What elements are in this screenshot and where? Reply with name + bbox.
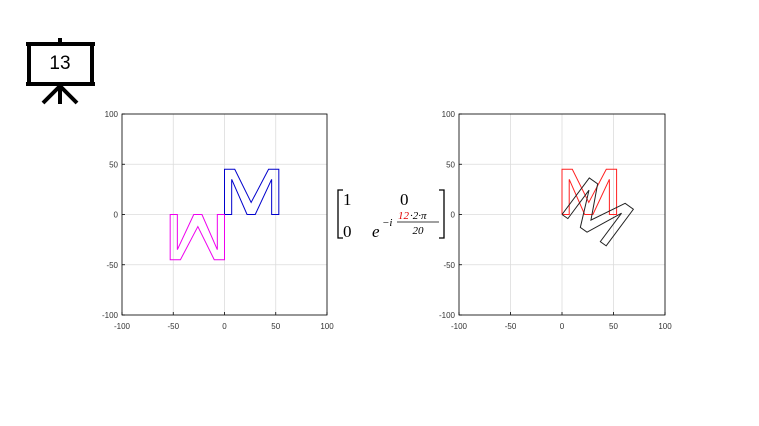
data-line: [224, 168, 280, 215]
plot-frame: [458, 113, 666, 316]
matrix: 1 0 0 e −i 12 ·2·π 20: [337, 189, 445, 241]
x-tick-label: 100: [320, 322, 334, 331]
matrix-cell: 0: [400, 190, 409, 209]
y-tick-label: -50: [443, 261, 455, 270]
x-tick-label: -100: [114, 322, 131, 331]
y-tick-label: 50: [446, 160, 455, 169]
data-line: [561, 177, 635, 247]
exponent-denominator: 20: [413, 225, 425, 237]
matrix-cell: e: [372, 222, 380, 241]
matrix-cell: 0: [343, 222, 352, 241]
y-tick-label: -100: [102, 311, 119, 320]
x-tick-label: 50: [609, 322, 618, 331]
plot-frame: [121, 113, 328, 316]
slide-icon: [26, 38, 95, 105]
y-tick-label: 0: [451, 211, 456, 220]
x-tick-label: -50: [167, 322, 179, 331]
exponent-numerator: ·2·π: [410, 210, 427, 222]
x-tick-label: 100: [658, 322, 672, 331]
y-tick-label: 0: [114, 211, 119, 220]
y-tick-label: 50: [109, 160, 118, 169]
exponent-highlight: 12: [398, 210, 410, 222]
x-tick-label: 50: [271, 322, 280, 331]
x-tick-label: -50: [505, 322, 517, 331]
matrix-cell: 1: [343, 190, 352, 209]
data-line: [561, 168, 618, 215]
y-tick-label: 100: [442, 110, 456, 119]
exponent-prefix: −i: [382, 217, 392, 229]
y-tick-label: -50: [106, 261, 118, 270]
x-tick-label: 0: [222, 322, 227, 331]
slide-number: 13: [49, 53, 70, 74]
x-tick-label: 0: [560, 322, 565, 331]
y-tick-label: -100: [439, 311, 456, 320]
x-tick-label: -100: [451, 322, 468, 331]
data-line: [169, 214, 225, 261]
y-tick-label: 100: [105, 110, 119, 119]
